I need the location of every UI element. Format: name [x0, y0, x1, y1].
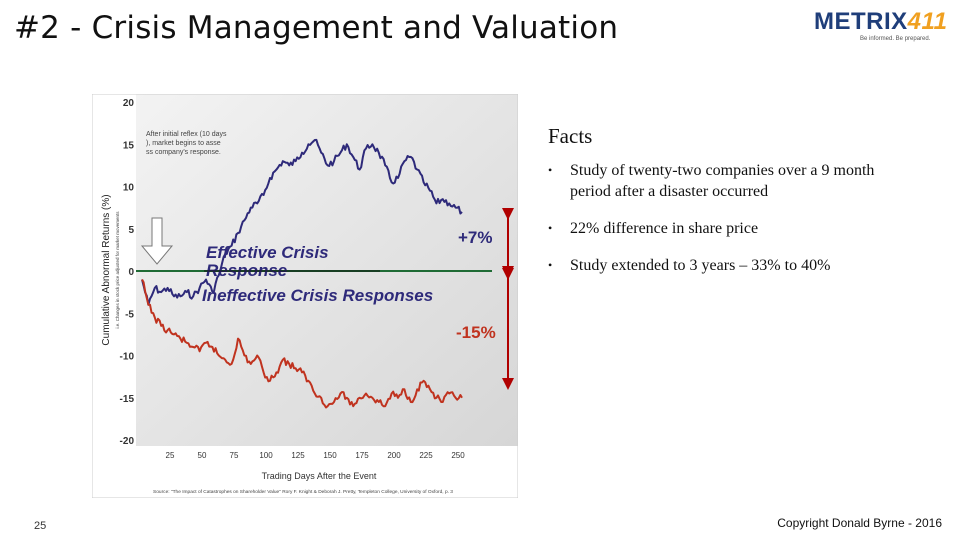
reflex-annotation: After initial reflex (10 days ), market …	[146, 131, 229, 156]
x-tick-label: 50	[198, 451, 207, 460]
y-tick-label: -10	[120, 352, 135, 363]
y-tick-label: 15	[123, 140, 135, 151]
effective-series-line	[141, 138, 463, 306]
x-tick-label: 225	[419, 451, 433, 460]
y-tick-label: 0	[128, 267, 134, 278]
x-tick-label: 100	[259, 451, 273, 460]
slide-title: #2 - Crisis Management and Valuation	[14, 10, 619, 46]
reflex-arrow	[140, 217, 174, 265]
logo-name-part1: METRIX	[814, 8, 908, 35]
logo-wordmark: METRIX411	[814, 8, 947, 36]
x-tick-label: 250	[451, 451, 465, 460]
x-tick-label: 25	[166, 451, 175, 460]
y-tick-label: -15	[120, 394, 135, 405]
x-tick-label: 175	[355, 451, 369, 460]
x-tick-label: 125	[291, 451, 305, 460]
x-tick-label: 200	[387, 451, 401, 460]
bullet-icon: •	[548, 258, 553, 272]
abnormal-returns-chart: 20 15 10 5 0 -5 -10 -15 -20 25 50 75 100 125 150 175 20…	[92, 94, 518, 498]
y-tick-label: 10	[123, 183, 135, 194]
logo-tagline: Be informed. Be prepared.	[860, 36, 931, 42]
copyright-notice: Copyright Donald Byrne - 2016	[777, 516, 942, 530]
x-tick-label: 75	[230, 451, 239, 460]
ineffective-end-value: -15%	[456, 323, 496, 342]
ineffective-series-line	[141, 279, 463, 409]
y-axis-sublabel: i.e. Changes in stock price adjusted for…	[115, 211, 120, 329]
page-number: 25	[34, 520, 47, 532]
facts-heading: Facts	[548, 124, 593, 148]
facts-item: • 22% difference in share price	[548, 218, 908, 239]
logo-name-part2: 411	[907, 8, 948, 35]
facts-list: • Study of twenty-two companies over a 9 …	[548, 160, 908, 292]
y-tick-label: -5	[125, 309, 134, 320]
bullet-icon: •	[548, 221, 553, 235]
metrix411-logo: METRIX411 Be informed. Be prepared.	[812, 6, 952, 46]
x-axis-label: Trading Days After the Event	[262, 471, 377, 481]
chart-source: Source: "The Impact of Catastrophes on S…	[153, 489, 453, 495]
y-axis-label: Cumulative Abnormal Returns (%)	[101, 194, 112, 345]
bullet-icon: •	[548, 163, 553, 177]
ineffective-response-label: Ineffective Crisis Responses	[202, 286, 433, 305]
y-tick-label: 20	[123, 98, 135, 109]
facts-item-text: 22% difference in share price	[570, 220, 759, 237]
effective-end-value: +7%	[458, 228, 493, 247]
y-tick-label: 5	[128, 225, 134, 236]
facts-item: • Study extended to 3 years – 33% to 40%	[548, 255, 908, 276]
x-tick-label: 150	[323, 451, 337, 460]
facts-item-text: Study extended to 3 years – 33% to 40%	[570, 257, 831, 274]
y-tick-label: -20	[120, 436, 135, 447]
facts-item: • Study of twenty-two companies over a 9 …	[548, 160, 908, 202]
facts-item-text: Study of twenty-two companies over a 9 m…	[570, 162, 875, 200]
